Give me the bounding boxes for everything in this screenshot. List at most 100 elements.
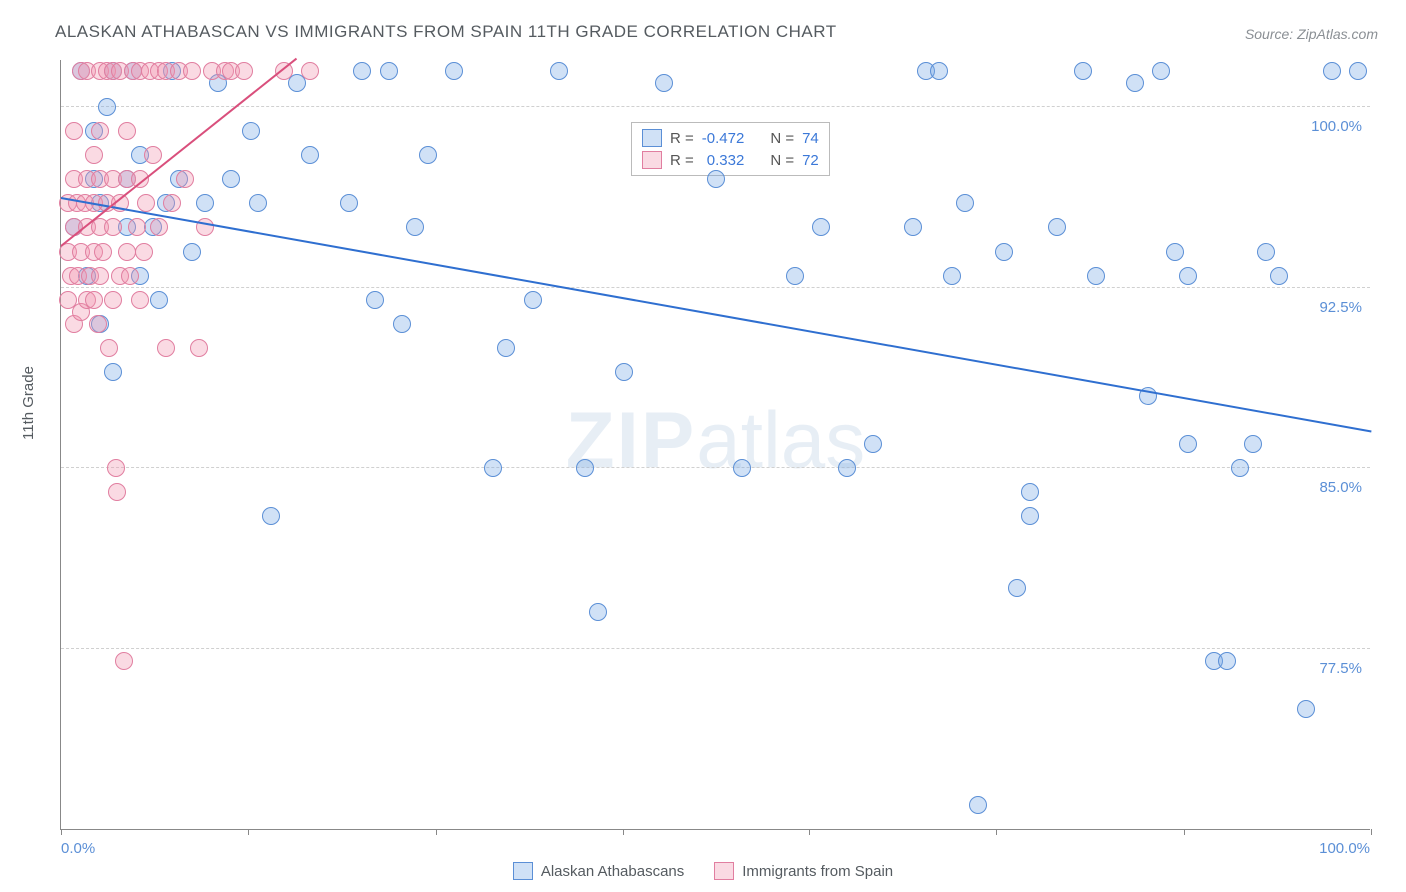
- gridline: [61, 106, 1370, 107]
- data-point: [104, 218, 122, 236]
- x-tick-label-left: 0.0%: [61, 840, 95, 857]
- data-point: [163, 194, 181, 212]
- source-attribution: Source: ZipAtlas.com: [1245, 26, 1378, 42]
- data-point: [1021, 483, 1039, 501]
- legend-swatch-pink: [714, 862, 734, 880]
- data-point: [1179, 435, 1197, 453]
- data-point: [301, 62, 319, 80]
- y-tick-label: 100.0%: [1311, 118, 1362, 135]
- data-point: [262, 507, 280, 525]
- data-point: [969, 796, 987, 814]
- data-point: [115, 652, 133, 670]
- x-tick: [809, 829, 810, 835]
- data-point: [1166, 243, 1184, 261]
- x-tick: [1184, 829, 1185, 835]
- gridline: [61, 287, 1370, 288]
- data-point: [1231, 459, 1249, 477]
- data-point: [786, 267, 804, 285]
- x-tick: [436, 829, 437, 835]
- data-point: [1152, 62, 1170, 80]
- data-point: [904, 218, 922, 236]
- x-tick: [1371, 829, 1372, 835]
- n-value-pink: 72: [802, 152, 819, 169]
- data-point: [733, 459, 751, 477]
- data-point: [242, 122, 260, 140]
- data-point: [550, 62, 568, 80]
- data-point: [85, 146, 103, 164]
- data-point: [121, 267, 139, 285]
- legend-row-pink: R = 0.332 N = 72: [642, 149, 819, 171]
- legend-label-pink: Immigrants from Spain: [742, 863, 893, 880]
- data-point: [1323, 62, 1341, 80]
- data-point: [1270, 267, 1288, 285]
- data-point: [131, 291, 149, 309]
- data-point: [393, 315, 411, 333]
- x-tick: [61, 829, 62, 835]
- plot-area: ZIPatlas R = -0.472 N = 74 R = 0.332 N =…: [60, 60, 1370, 830]
- legend-item-pink: Immigrants from Spain: [714, 862, 893, 880]
- data-point: [100, 339, 118, 357]
- data-point: [655, 74, 673, 92]
- data-point: [1008, 579, 1026, 597]
- r-label: R =: [670, 130, 694, 147]
- legend-swatch-blue: [642, 129, 662, 147]
- data-point: [222, 170, 240, 188]
- correlation-legend: R = -0.472 N = 74 R = 0.332 N = 72: [631, 122, 830, 176]
- n-label: N =: [770, 152, 794, 169]
- data-point: [1074, 62, 1092, 80]
- data-point: [249, 194, 267, 212]
- data-point: [1297, 700, 1315, 718]
- y-tick-label: 77.5%: [1319, 660, 1362, 677]
- data-point: [419, 146, 437, 164]
- legend-swatch-pink: [642, 151, 662, 169]
- watermark: ZIPatlas: [566, 394, 865, 486]
- data-point: [104, 291, 122, 309]
- data-point: [576, 459, 594, 477]
- data-point: [65, 122, 83, 140]
- data-point: [524, 291, 542, 309]
- data-point: [1257, 243, 1275, 261]
- trend-line: [61, 197, 1371, 432]
- data-point: [497, 339, 515, 357]
- data-point: [137, 194, 155, 212]
- data-point: [91, 267, 109, 285]
- x-tick: [248, 829, 249, 835]
- data-point: [1087, 267, 1105, 285]
- data-point: [118, 243, 136, 261]
- n-label: N =: [770, 130, 794, 147]
- r-value-blue: -0.472: [702, 130, 745, 147]
- data-point: [366, 291, 384, 309]
- data-point: [118, 122, 136, 140]
- data-point: [930, 62, 948, 80]
- y-axis-label: 11th Grade: [20, 366, 37, 440]
- data-point: [340, 194, 358, 212]
- data-point: [183, 243, 201, 261]
- data-point: [235, 62, 253, 80]
- data-point: [943, 267, 961, 285]
- data-point: [196, 194, 214, 212]
- data-point: [183, 62, 201, 80]
- data-point: [1218, 652, 1236, 670]
- data-point: [589, 603, 607, 621]
- x-tick-label-right: 100.0%: [1319, 840, 1370, 857]
- data-point: [150, 291, 168, 309]
- data-point: [380, 62, 398, 80]
- data-point: [615, 363, 633, 381]
- chart-title: ALASKAN ATHABASCAN VS IMMIGRANTS FROM SP…: [55, 22, 837, 42]
- r-value-pink: 0.332: [702, 152, 745, 169]
- data-point: [128, 218, 146, 236]
- data-point: [98, 98, 116, 116]
- legend-label-blue: Alaskan Athabascans: [541, 863, 684, 880]
- data-point: [956, 194, 974, 212]
- data-point: [107, 459, 125, 477]
- gridline: [61, 648, 1370, 649]
- data-point: [94, 243, 112, 261]
- data-point: [108, 483, 126, 501]
- data-point: [812, 218, 830, 236]
- y-tick-label: 92.5%: [1319, 299, 1362, 316]
- legend-row-blue: R = -0.472 N = 74: [642, 127, 819, 149]
- data-point: [1126, 74, 1144, 92]
- x-tick: [996, 829, 997, 835]
- data-point: [995, 243, 1013, 261]
- legend-swatch-blue: [513, 862, 533, 880]
